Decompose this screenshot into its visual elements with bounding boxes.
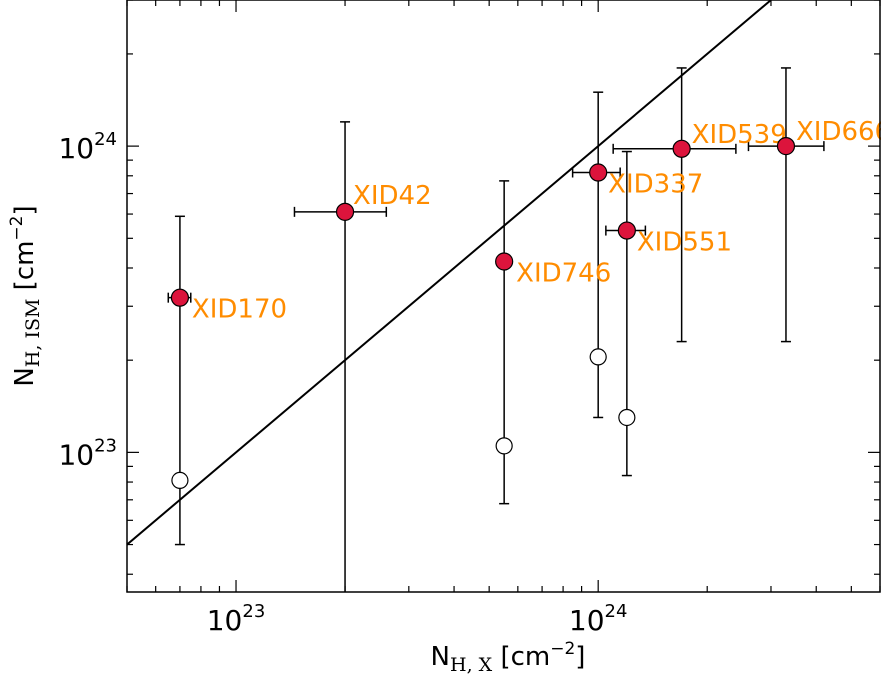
open-point-marker bbox=[495, 437, 513, 455]
x-axis-title: NH, X [cm−2] bbox=[431, 639, 586, 675]
y-tick-label: 1024 bbox=[58, 129, 117, 165]
open-point-marker bbox=[171, 471, 189, 489]
one-to-one-line bbox=[126, 0, 772, 546]
point-label-xid666: XID666 bbox=[796, 117, 881, 147]
point-label-xid551: XID551 bbox=[637, 228, 732, 258]
x-tick-label: 1023 bbox=[207, 601, 266, 637]
point-label-xid746: XID746 bbox=[516, 258, 611, 288]
open-point-marker bbox=[589, 348, 607, 366]
filled-point-marker bbox=[776, 137, 796, 156]
x-tick-label: 1024 bbox=[569, 601, 628, 637]
plot-frame bbox=[126, 0, 881, 593]
point-label-xid539: XID539 bbox=[692, 120, 787, 150]
filled-point-marker bbox=[672, 139, 691, 158]
y-tick-label: 1023 bbox=[58, 435, 117, 471]
filled-point-marker bbox=[495, 252, 514, 271]
filled-point-marker bbox=[170, 288, 190, 307]
filled-point-marker bbox=[617, 221, 636, 240]
point-label-xid337: XID337 bbox=[608, 170, 703, 200]
point-label-xid170: XID170 bbox=[192, 295, 287, 325]
point-label-xid42: XID42 bbox=[353, 181, 432, 211]
filled-point-marker bbox=[589, 163, 608, 182]
open-point-marker bbox=[618, 408, 636, 427]
y-axis-title: NH, ISM [cm−2] bbox=[7, 205, 44, 386]
filled-point-marker bbox=[335, 202, 355, 221]
